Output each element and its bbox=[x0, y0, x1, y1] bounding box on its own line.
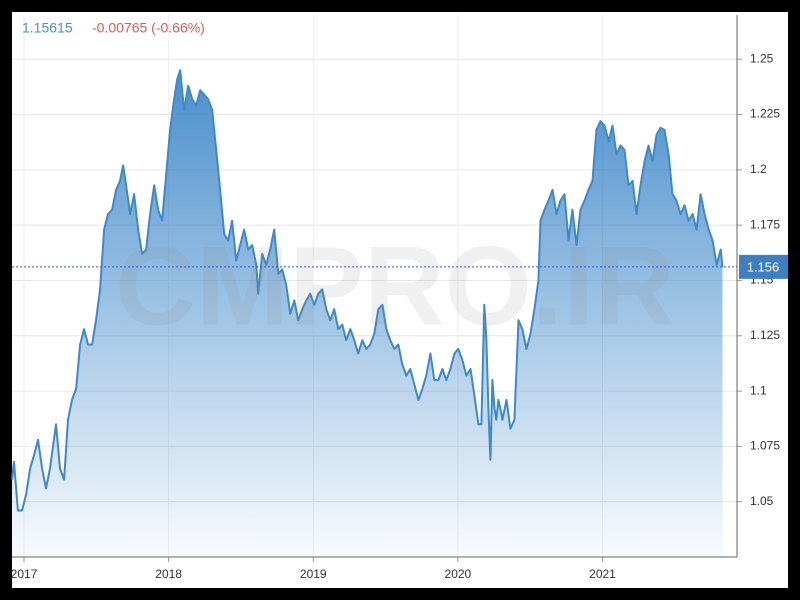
y-tick-label: 1.125 bbox=[750, 328, 780, 342]
x-tick-label: 2018 bbox=[155, 567, 182, 581]
price-change: -0.00765 (-0.66%) bbox=[92, 20, 205, 36]
price-badge-label: 1.156 bbox=[747, 259, 780, 274]
y-tick-label: 1.175 bbox=[750, 217, 780, 231]
y-tick-label: 1.225 bbox=[750, 107, 780, 121]
area bbox=[12, 70, 723, 558]
x-tick-label: 2017 bbox=[11, 567, 38, 581]
y-tick-label: 1.1 bbox=[750, 383, 767, 397]
line bbox=[11, 69, 724, 512]
y-tick-label: 1.05 bbox=[750, 494, 774, 508]
watermark: CMPRO.IR bbox=[115, 224, 675, 349]
x-tick-label: 2021 bbox=[589, 567, 616, 581]
x-tick-label: 2020 bbox=[445, 567, 472, 581]
price-badge bbox=[739, 254, 788, 279]
y-tick-label: 1.075 bbox=[750, 439, 780, 453]
y-tick-label: 1.25 bbox=[750, 51, 774, 65]
y-tick-label: 1.2 bbox=[750, 162, 767, 176]
plot bbox=[11, 69, 724, 558]
x-tick-label: 2019 bbox=[300, 567, 327, 581]
axes: 1.251.2251.21.1751.151.1251.11.0751.0520… bbox=[11, 15, 788, 581]
last-price: 1.15615 bbox=[22, 20, 73, 36]
